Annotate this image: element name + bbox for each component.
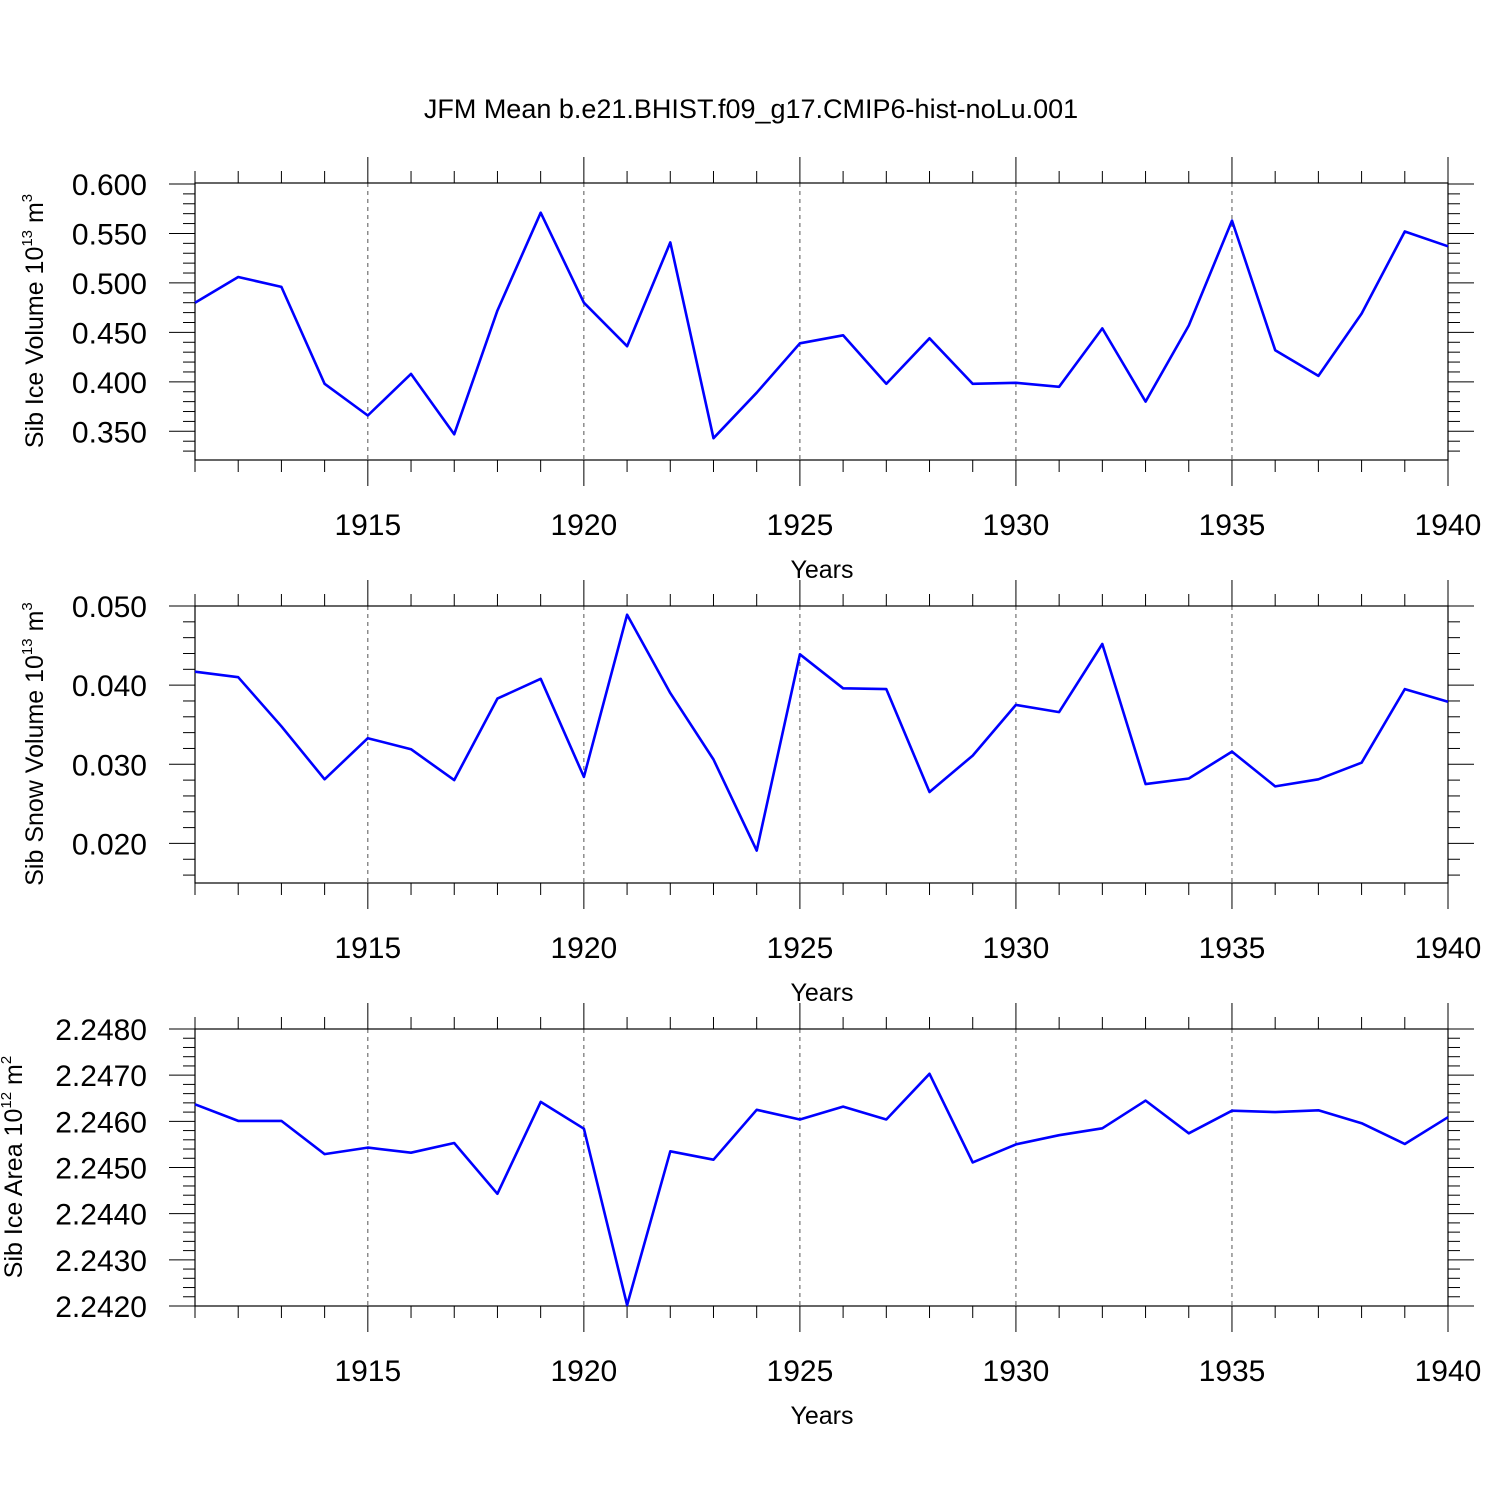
x-tick-label: 1930 — [983, 509, 1050, 542]
x-tick-label: 1925 — [767, 932, 834, 965]
x-tick-label: 1920 — [550, 932, 617, 965]
y-axis-title: Sib Ice Area 1012 m2 — [0, 1056, 28, 1278]
series-line — [194, 211, 1449, 440]
x-tick-label: 1915 — [334, 1355, 401, 1388]
y-tick-label: 2.2480 — [55, 1014, 147, 1047]
y-axis-title: Sib Ice Volume 1013 m3 — [19, 194, 49, 448]
y-tick-label: 0.600 — [72, 169, 147, 202]
x-tick-label: 1925 — [767, 1355, 834, 1388]
x-tick-label: 1940 — [1415, 1355, 1482, 1388]
y-tick-label: 2.2440 — [55, 1199, 147, 1232]
panel-ice-volume: 0.350 0.400 0.450 0.500 0.550 0.600 1915 1920 19… — [19, 157, 1481, 584]
y-tick-label: 2.2430 — [55, 1245, 147, 1278]
panel-snow-volume: 0.020 0.030 0.040 0.050 1915 1920 1925 1930 1935… — [19, 580, 1481, 1007]
x-tick-label: 1920 — [550, 509, 617, 542]
y-tick-label: 0.040 — [72, 670, 147, 703]
x-axis-title: Years — [790, 556, 853, 584]
x-tick-label: 1915 — [334, 509, 401, 542]
x-tick-label: 1935 — [1199, 1355, 1266, 1388]
x-axis-title: Years — [790, 979, 853, 1007]
plot-frame — [194, 182, 1449, 461]
x-tick-label: 1915 — [334, 932, 401, 965]
y-tick-label: 0.030 — [72, 749, 147, 782]
series-line — [194, 613, 1449, 852]
y-tick-label: 0.020 — [72, 828, 147, 861]
x-tick-label: 1930 — [983, 932, 1050, 965]
x-tick-label: 1940 — [1415, 509, 1482, 542]
x-tick-label: 1935 — [1199, 932, 1266, 965]
y-tick-label: 2.2420 — [55, 1291, 147, 1324]
plot-snow-volume: 0.020 0.030 0.040 0.050 1915 1920 1925 1930 1935… — [72, 580, 1481, 965]
y-tick-label: 2.2470 — [55, 1060, 147, 1093]
y-tick-label: 0.450 — [72, 317, 147, 350]
plot-ice-volume: 0.350 0.400 0.450 0.500 0.550 0.600 1915 1920 19… — [72, 157, 1481, 542]
y-tick-label: 0.550 — [72, 218, 147, 251]
y-axis-title: Sib Snow Volume 1013 m3 — [19, 602, 49, 886]
y-tick-label: 0.350 — [72, 416, 147, 449]
y-tick-label: 0.500 — [72, 268, 147, 301]
plot-frame — [194, 1028, 1449, 1307]
panel-ice-area: 2.2420 2.2430 2.2440 2.2450 2.2460 2.2470 2.24… — [0, 1003, 1481, 1430]
y-tick-label: 0.050 — [72, 591, 147, 624]
y-tick-label: 0.400 — [72, 367, 147, 400]
plot-ice-area: 2.2420 2.2430 2.2440 2.2450 2.2460 2.2470 2.24… — [55, 1003, 1481, 1388]
y-tick-label: 2.2460 — [55, 1106, 147, 1139]
series-line — [194, 1072, 1449, 1307]
x-tick-label: 1935 — [1199, 509, 1266, 542]
y-tick-label: 2.2450 — [55, 1153, 147, 1186]
x-axis-title: Years — [790, 1402, 853, 1430]
x-tick-label: 1940 — [1415, 932, 1482, 965]
x-tick-label: 1930 — [983, 1355, 1050, 1388]
figure-title: JFM Mean b.e21.BHIST.f09_g17.CMIP6-hist-… — [424, 94, 1078, 124]
x-tick-label: 1920 — [550, 1355, 617, 1388]
x-tick-label: 1925 — [767, 509, 834, 542]
plot-frame — [194, 605, 1449, 884]
